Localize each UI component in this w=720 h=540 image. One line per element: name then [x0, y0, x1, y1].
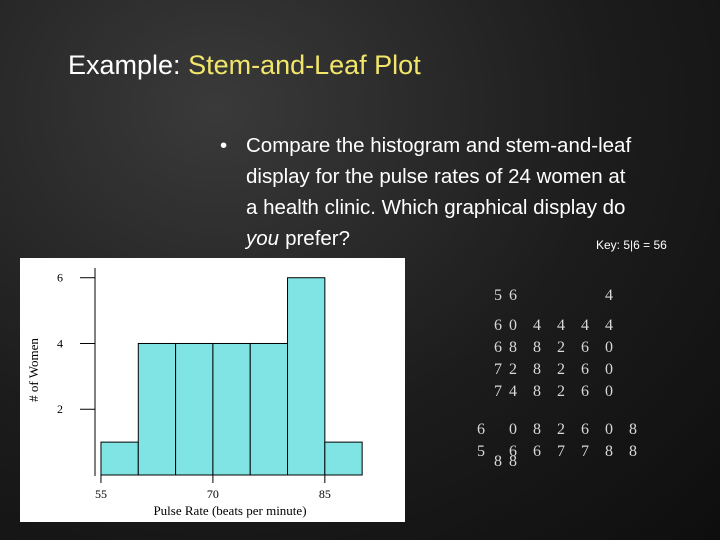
stem-leaf-digit: 0 [605, 383, 613, 400]
stem-leaf-digit: 2 [509, 361, 517, 378]
y-tick-label: 4 [57, 336, 63, 350]
bar [137, 342, 177, 476]
bullet-line: Compare the histogram and stem-and-leaf [246, 134, 632, 157]
stem-leaf-digit: 7 [581, 443, 589, 460]
stem-leaf-digit: 5 [477, 443, 485, 460]
stem-leaf-digit: 7 [557, 443, 565, 460]
stem-leaf-digit: 6 [581, 421, 589, 438]
title-lead: Example: [68, 50, 181, 80]
stem-leaf-digit: 6 [533, 443, 541, 460]
stem-leaf-digit: 6 [581, 361, 589, 378]
stem-leaf-digit: 8 [629, 421, 637, 438]
stem-leaf-digit: 0 [605, 339, 613, 356]
bullet-text: prefer? [285, 227, 351, 250]
stem-leaf-digit: 4 [605, 317, 613, 334]
bar [175, 342, 214, 476]
slide-title: Example: Stem-and-Leaf Plot [68, 50, 421, 81]
stem-leaf-digit: 5 [494, 287, 502, 304]
bar [287, 277, 326, 476]
stem-leaf-digit: 6 [477, 421, 485, 438]
stem-leaf-digit: 2 [557, 339, 565, 356]
stem-leaf-digit: 4 [533, 317, 541, 334]
bullet-line: a health clinic. Which graphical display… [246, 196, 626, 219]
stem-leaf-digit: 8 [629, 443, 637, 460]
stem-leaf-digit: 6 [494, 339, 502, 356]
bullet-marker: • [220, 134, 228, 157]
stem-leaf-digit: 0 [509, 421, 517, 438]
stem-leaf-digit: 0 [509, 317, 517, 334]
x-tick-label: 85 [319, 487, 331, 501]
stem-leaf-digit: 4 [581, 317, 589, 334]
stem-leaf-digit: 6 [581, 383, 589, 400]
stem-leaf-digit: 8 [533, 361, 541, 378]
stem-leaf-digit: 6 [509, 287, 517, 304]
bar [100, 441, 139, 476]
stem-leaf-digit: 2 [557, 361, 565, 378]
bar [249, 342, 289, 476]
stem-leaf-digit: 4 [509, 383, 517, 400]
bullet-line: display for the pulse rates of 24 women … [246, 165, 626, 188]
y-tick-label: 6 [57, 271, 63, 285]
stem-leaf-digit: 8 [494, 453, 502, 470]
stem-leaf-digit: 8 [533, 383, 541, 400]
x-tick-label: 70 [207, 487, 219, 501]
stem-leaf-digit: 8 [605, 443, 613, 460]
stem-leaf-digit: 0 [605, 361, 613, 378]
bar [212, 342, 251, 476]
stem-leaf-digit: 0 [605, 421, 613, 438]
emphasis: you [246, 227, 280, 250]
x-axis-label: Pulse Rate (beats per minute) [153, 503, 306, 518]
bar [324, 441, 363, 476]
stem-leaf-digit: 7 [494, 361, 502, 378]
stem-leaf-digit: 8 [533, 421, 541, 438]
x-tick-label: 55 [95, 487, 107, 501]
stem-leaf-digit: 2 [557, 421, 565, 438]
bullet: • Compare the histogram and stem-and-lea… [220, 130, 632, 254]
stem-leaf-digit: 8 [509, 453, 517, 470]
y-axis-label: # of Women [26, 338, 41, 402]
stem-leaf-digit: 2 [557, 383, 565, 400]
bullet-line: you prefer? [246, 223, 631, 254]
stem-leaf-digit: 4 [605, 287, 613, 304]
stem-leaf-digit: 6 [581, 339, 589, 356]
stem-leaf-digit: 8 [509, 339, 517, 356]
key: Key: 5|6 = 56 [596, 238, 667, 252]
stem-leaf-digit: 8 [533, 339, 541, 356]
y-tick-label: 2 [57, 402, 63, 416]
stem-leaf-digit: 6 [509, 443, 517, 460]
stem-leaf-digit: 6 [494, 317, 502, 334]
title-topic: Stem-and-Leaf Plot [188, 50, 421, 80]
stem-leaf-digit: 4 [557, 317, 565, 334]
stem-leaf-digit: 7 [494, 383, 502, 400]
